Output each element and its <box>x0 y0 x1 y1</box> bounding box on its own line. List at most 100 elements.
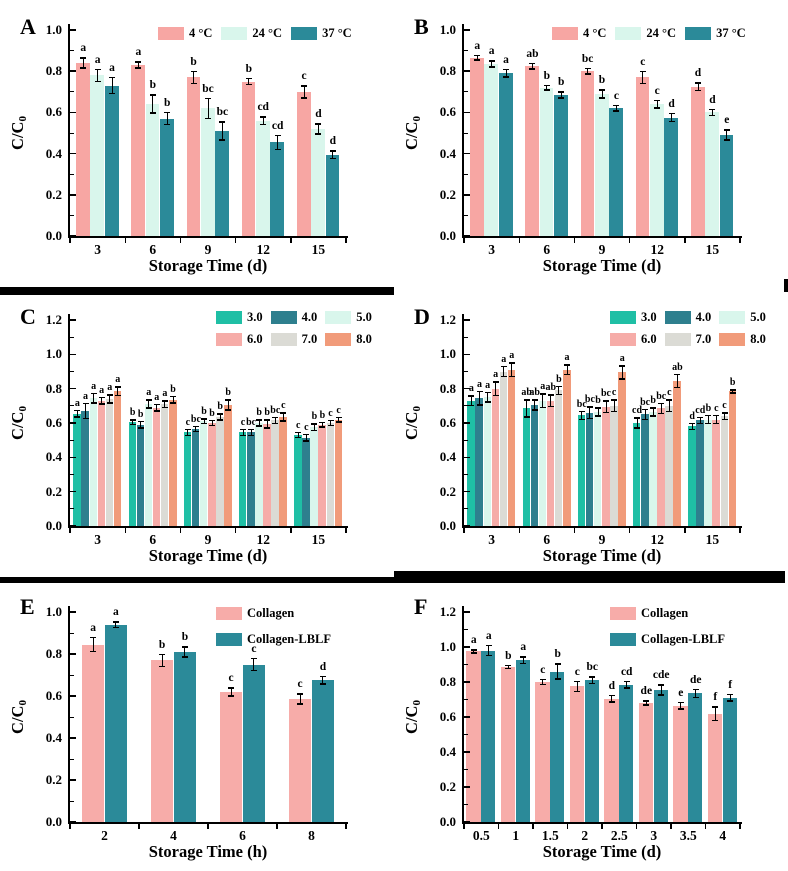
error-bar-line <box>266 419 268 429</box>
panel-label-E: E <box>20 594 35 619</box>
y-minor-tick <box>70 716 74 718</box>
error-bar-cap-bottom <box>329 157 336 160</box>
error-bar-cap-bottom <box>225 409 232 411</box>
error-bar-cap-top <box>658 684 665 686</box>
y-tick-label: 0.2 <box>439 779 456 794</box>
y-tick <box>70 111 76 114</box>
sig-letter: a <box>470 634 477 647</box>
error-bar-cap-bottom <box>613 110 620 112</box>
x-tick-label: 6 <box>543 532 551 547</box>
error-bar-line <box>605 400 607 413</box>
y-tick-label: 0.0 <box>439 228 456 243</box>
error-bar-line <box>507 665 509 669</box>
error-bar-cap-top <box>201 418 207 420</box>
error-bar-cap-top <box>689 422 696 424</box>
y-minor-tick <box>70 758 74 760</box>
sig-letter: de <box>689 673 702 686</box>
y-tick-label: 0.8 <box>45 63 62 79</box>
y-tick <box>464 70 470 72</box>
sig-letter: bc <box>576 398 587 410</box>
error-bar-cap-top <box>543 84 550 87</box>
bar <box>538 400 547 526</box>
x-axis-title: Storage Time (h) <box>148 842 268 861</box>
error-bar-line <box>676 374 678 388</box>
y-tick-label: 1.0 <box>439 346 456 362</box>
legend-swatch <box>325 332 352 346</box>
error-bar-cap-bottom <box>695 89 701 92</box>
sig-letter: cd <box>257 101 269 113</box>
error-bar-line <box>305 434 307 442</box>
error-bar-cap-top <box>280 412 287 414</box>
x-tick <box>573 528 576 533</box>
legend-swatch <box>610 332 636 346</box>
error-bar-cap-top <box>94 68 101 71</box>
error-bar-cap-bottom <box>692 696 699 699</box>
error-bar-line <box>534 399 536 411</box>
bar <box>705 112 719 236</box>
sig-letter: a <box>501 353 507 365</box>
error-bar-line <box>85 403 86 419</box>
error-bar-cap-top <box>584 67 591 70</box>
x-tick-label: 9 <box>204 532 212 547</box>
bar <box>105 399 114 526</box>
y-tick <box>70 70 76 72</box>
error-bar-cap-bottom <box>219 139 226 141</box>
error-bar-cap-top <box>677 701 684 704</box>
error-bar-line <box>601 89 603 98</box>
error-bar-cap-bottom <box>505 667 512 670</box>
sig-letter: b <box>149 79 156 92</box>
error-bar-line <box>207 98 209 119</box>
error-bar-line <box>195 426 197 432</box>
error-bar-line <box>558 386 560 395</box>
error-bar-cap-bottom <box>205 117 211 120</box>
legend-swatch <box>664 310 691 324</box>
error-bar-line <box>253 658 255 671</box>
error-bar-cap-top <box>315 123 322 125</box>
x-tick-label: 3 <box>488 242 495 257</box>
panel-label-A: A <box>20 14 36 39</box>
bar <box>664 117 679 236</box>
error-bar-cap-top <box>190 70 197 73</box>
error-bar-cap-bottom <box>721 418 728 421</box>
error-bar-line <box>330 420 331 426</box>
y-tick-label: 0.4 <box>45 730 62 745</box>
bar <box>238 432 247 526</box>
bar <box>173 651 196 822</box>
error-bar-cap-top <box>619 365 626 367</box>
error-bar-cap-top <box>225 399 232 401</box>
x-tick-label: 15 <box>705 532 720 547</box>
error-bar-cap-top <box>329 150 336 152</box>
error-bar-cap-bottom <box>558 97 565 99</box>
error-bar-cap-top <box>505 664 512 667</box>
y-axis-title-text: C/C <box>8 705 27 734</box>
error-bar-cap-bottom <box>654 107 661 109</box>
error-bar-line <box>505 69 507 78</box>
bar <box>200 108 215 236</box>
x-tick <box>124 238 126 243</box>
error-bar-cap-bottom <box>674 386 681 389</box>
bar <box>593 411 602 526</box>
error-bar-line <box>172 396 174 404</box>
error-bar-line <box>715 415 717 424</box>
error-bar-cap-top <box>335 416 342 418</box>
error-bar-cap-top <box>272 416 279 418</box>
x-tick-label: 3.5 <box>679 828 697 843</box>
x-tick <box>179 238 182 243</box>
sig-letter: cd <box>695 404 706 416</box>
x-tick <box>345 238 347 243</box>
y-tick-label: 0.6 <box>439 709 456 724</box>
y-tick <box>464 821 470 823</box>
sig-letter: a <box>488 45 495 58</box>
error-bar-cap-bottom <box>705 422 712 425</box>
error-bar-cap-top <box>721 412 728 414</box>
bar <box>722 697 737 823</box>
error-bar-line <box>274 417 276 424</box>
error-bar-cap-top <box>184 428 191 430</box>
error-bar-cap-top <box>712 706 719 708</box>
error-bar-cap-bottom <box>584 73 591 75</box>
y-tick-label: 0.4 <box>45 145 62 161</box>
legend-item: 5.0 <box>325 310 372 324</box>
y-tick <box>464 611 470 613</box>
legend-item: 8.0 <box>719 332 766 346</box>
error-bar-cap-bottom <box>327 424 334 427</box>
